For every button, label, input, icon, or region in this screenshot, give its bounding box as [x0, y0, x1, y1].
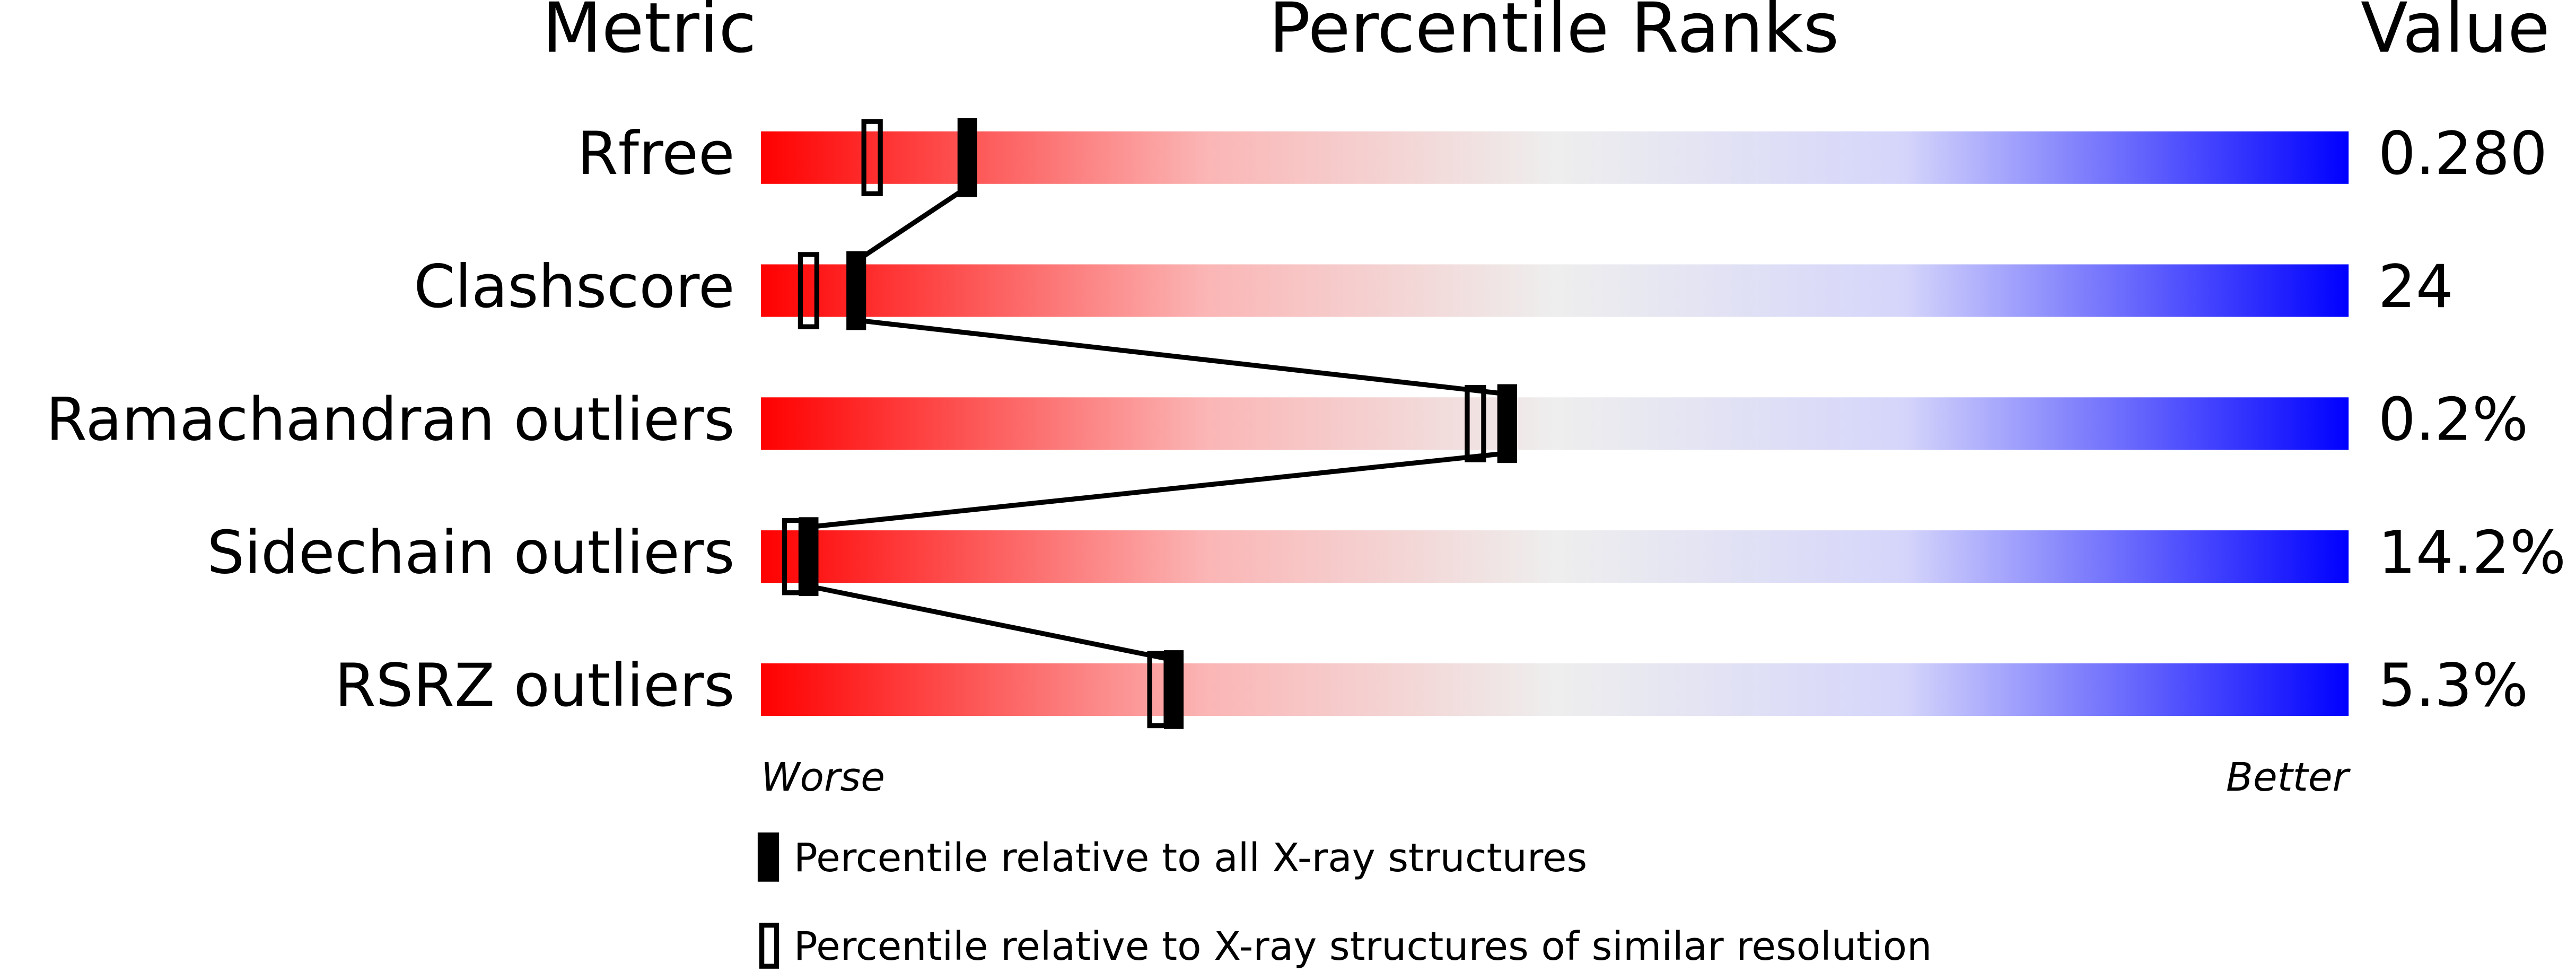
percentile-bar — [761, 397, 2349, 450]
metric-value: 5.3% — [2378, 652, 2528, 720]
connector-line — [808, 185, 1508, 663]
metric-label: Ramachandran outliers — [46, 386, 735, 454]
percentile-bar — [761, 530, 2349, 583]
legend-label: Percentile relative to all X-ray structu… — [794, 835, 1587, 881]
metric-label: Rfree — [577, 120, 734, 188]
metric-header: Metric — [542, 0, 756, 68]
legend-swatch — [759, 923, 779, 969]
filled-marker — [846, 251, 866, 330]
ranks-header: Percentile Ranks — [1269, 0, 1839, 68]
filled-marker — [799, 517, 819, 596]
metric-value: 0.280 — [2378, 120, 2547, 188]
open-marker — [798, 252, 820, 329]
value-header: Value — [2361, 0, 2550, 68]
metric-value: 24 — [2378, 253, 2454, 321]
metric-label: Sidechain outliers — [207, 519, 734, 587]
better-label: Better — [2226, 754, 2351, 800]
filled-marker — [1497, 384, 1517, 463]
legend-swatch — [757, 832, 779, 882]
percentile-bar — [761, 264, 2349, 317]
percentile-bar — [761, 131, 2349, 184]
metric-label: Clashscore — [414, 253, 734, 321]
legend-label: Percentile relative to X-ray structures … — [794, 923, 1932, 969]
filled-marker — [957, 118, 977, 197]
open-marker — [1465, 385, 1486, 462]
open-marker — [861, 119, 883, 197]
metric-value: 0.2% — [2378, 386, 2528, 454]
percentile-bar — [761, 663, 2349, 716]
worse-label: Worse — [761, 754, 885, 800]
filled-marker — [1163, 650, 1184, 729]
metric-label: RSRZ outliers — [335, 652, 734, 720]
metric-value: 14.2% — [2378, 519, 2566, 587]
